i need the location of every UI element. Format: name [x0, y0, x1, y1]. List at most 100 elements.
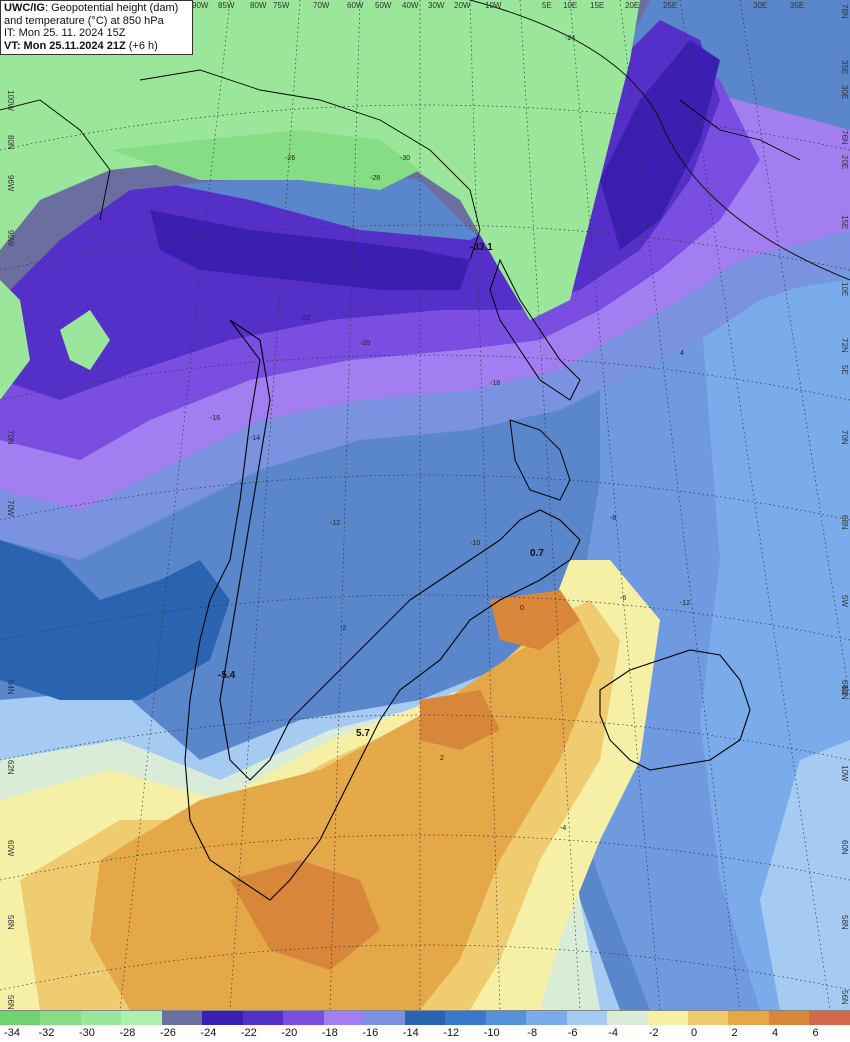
color-legend: -34 -32 -30 -28 -26 -24 -22 -20 -18 -16 -14 -12 -10-…: [0, 1010, 850, 1042]
lon-label: 90W: [192, 1, 209, 10]
lat-label: 56N: [6, 995, 15, 1010]
legend-tick-label: -6: [567, 1027, 578, 1039]
fjord-coastline: [509, 419, 571, 501]
contour-label: -30: [400, 155, 410, 162]
iceland-coastline: [599, 649, 751, 771]
legend-swatch: [80, 1011, 122, 1025]
legend-swatch: [728, 1011, 769, 1025]
title-line-1: UWC/IG: Geopotential height (dam): [4, 2, 179, 14]
lon-label: 10E: [563, 1, 577, 10]
contour-label: -16: [210, 415, 220, 422]
legend-swatch: [323, 1011, 365, 1025]
lat-label: 30E: [840, 85, 849, 99]
north-coastline: [489, 258, 581, 401]
temperature-band-4-south: [230, 860, 380, 970]
lat-label: 80N: [6, 135, 15, 150]
legend-tick-label: 6: [812, 1027, 819, 1039]
legend-swatch: [202, 1011, 243, 1025]
greenland-coastline: [184, 319, 581, 901]
lon-label: 15E: [590, 1, 604, 10]
top-longitude-labels: 90W 85W 80W 75W 70W 60W 50W 40W 30W 20W …: [192, 1, 804, 10]
legend-swatch: [687, 1011, 729, 1025]
temperature-band-minus-32: [110, 130, 420, 190]
lat-label: 68N: [840, 515, 849, 530]
legend-swatch: [40, 1011, 81, 1025]
legend-tick-label: -14: [402, 1027, 419, 1039]
temperature-band-4-north: [490, 590, 580, 650]
contour-label: -12: [680, 600, 690, 607]
right-labels: 78N 35E 30E 76N 20E 15E 10E 72N 5E 70N 6…: [840, 4, 849, 1005]
lon-label: 75W: [273, 1, 290, 10]
legend-tick-label: -26: [159, 1027, 176, 1039]
lon-label: 35E: [790, 1, 804, 10]
map-title-box: UWC/IG: Geopotential height (dam) and te…: [0, 0, 193, 55]
legend-swatch: [768, 1011, 810, 1025]
lon-label: 85W: [218, 1, 235, 10]
legend-tick-label: -12: [443, 1027, 460, 1039]
contour-label: -10: [470, 540, 480, 547]
extreme-labels: -33.1 0.7 -5.4 5.7: [218, 242, 544, 739]
legend-swatch: [809, 1011, 850, 1025]
extreme-label-west: -5.4: [218, 670, 236, 681]
arctic-islands-coastline: [0, 99, 111, 221]
weather-map: -12 -14 -16 -18 -20 -22 -26 -28 -30 -10 …: [0, 0, 850, 1010]
lon-label: 30W: [428, 1, 445, 10]
lat-label: 62N: [840, 685, 849, 700]
lon-label: 30E: [753, 1, 767, 10]
legend-tick-label: -20: [281, 1027, 298, 1039]
legend-swatch: [647, 1011, 688, 1025]
lon-label: 60W: [347, 1, 364, 10]
temperature-band-minus-6: [760, 740, 850, 1010]
legend-swatch: [121, 1011, 162, 1025]
legend-tick-label: 0: [691, 1027, 698, 1039]
contour-labels: -12 -14 -16 -18 -20 -22 -26 -28 -30 -10 …: [210, 35, 690, 832]
lat-label: 15E: [840, 215, 849, 229]
legend-tick-label: -4: [608, 1027, 619, 1039]
legend-tick-label: 4: [771, 1027, 779, 1039]
valid-time: VT: Mon 25.11.2024 21Z: [4, 39, 126, 52]
lon-label: 40W: [402, 1, 419, 10]
legend-swatch: [404, 1011, 446, 1025]
temperature-band-minus-30-west: [0, 280, 30, 400]
lat-label: 5W: [840, 595, 849, 607]
graticule: [0, 0, 850, 1010]
contour-label: -6: [620, 595, 626, 602]
lat-label: 58N: [840, 915, 849, 930]
legend-tick-label: -24: [200, 1027, 217, 1039]
legend-tick-label: -34: [4, 1027, 20, 1039]
legend-ticks: -34 -32 -30 -28 -26 -24 -22 -20 -18 -16 -14 -12 -10-…: [0, 1025, 850, 1042]
legend-tick-label: -8: [527, 1027, 538, 1039]
legend-tick-label: -22: [240, 1027, 257, 1039]
temperature-band-minus-20: [0, 40, 760, 460]
lat-label: 20E: [840, 155, 849, 169]
contour-label: -14: [250, 435, 260, 442]
lead-time: (+6 h): [128, 39, 158, 52]
legend-swatch: [161, 1011, 203, 1025]
lat-label: 62N: [6, 760, 15, 775]
lat-label: 35E: [840, 60, 849, 74]
lat-label: 70W: [6, 500, 15, 517]
contour-label: -22: [300, 315, 310, 322]
product-name: UWC/IG: [4, 2, 45, 14]
contour-label: -18: [490, 380, 500, 387]
legend-swatch: [445, 1011, 486, 1025]
lon-label: 5E: [542, 1, 552, 10]
legend-swatch: [242, 1011, 284, 1025]
lat-label: 76N: [840, 130, 849, 145]
temperature-band-minus-14-west: [0, 540, 230, 700]
lat-label: 72N: [840, 338, 849, 353]
contour-label: 2: [440, 755, 444, 762]
contour-label: -24: [565, 35, 575, 42]
extreme-label-max-fjord: 0.7: [530, 548, 544, 559]
contour-label: -26: [285, 155, 295, 162]
initial-time: IT: Mon 25. 11. 2024 15Z: [4, 27, 126, 39]
legend-tick-label: -18: [321, 1027, 338, 1039]
lat-label: 100W: [6, 90, 15, 111]
lon-label: 70W: [313, 1, 330, 10]
lat-label: 70N: [6, 430, 15, 445]
contour-label: 0: [520, 605, 524, 612]
temperature-pocket-west: [60, 310, 110, 370]
lat-label: 60N: [840, 840, 849, 855]
contour-label: -28: [370, 175, 380, 182]
temperature-band-minus-24: [150, 210, 470, 290]
